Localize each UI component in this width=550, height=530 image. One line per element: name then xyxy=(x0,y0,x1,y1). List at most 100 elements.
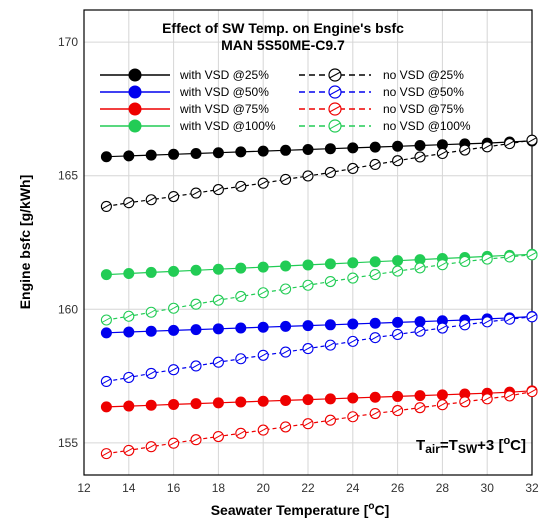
data-point-stroke xyxy=(415,264,425,271)
data-point xyxy=(145,399,157,411)
annot-sup: o xyxy=(503,435,510,447)
series-0 xyxy=(100,135,538,163)
data-point-stroke xyxy=(258,289,268,296)
x-tick-label: 28 xyxy=(436,481,450,495)
x-tick-label: 12 xyxy=(77,481,91,495)
data-point xyxy=(145,266,157,278)
data-point-stroke xyxy=(437,150,448,157)
annot-eq: =T xyxy=(440,437,458,454)
data-point xyxy=(235,322,247,334)
data-point xyxy=(414,316,426,328)
data-point xyxy=(100,401,112,413)
data-point-stroke xyxy=(258,427,268,434)
annot-t-sub: air xyxy=(425,442,440,456)
legend-entry: no VSD @75% xyxy=(299,102,464,116)
data-point-stroke xyxy=(460,258,470,265)
legend-marker-stroke xyxy=(329,122,341,130)
data-point-stroke xyxy=(280,286,291,292)
data-point xyxy=(324,258,336,270)
legend-label: no VSD @25% xyxy=(383,68,464,82)
legend-label: no VSD @100% xyxy=(383,119,471,133)
data-point-stroke xyxy=(325,169,336,176)
x-tick-label: 22 xyxy=(301,481,315,495)
data-point xyxy=(190,148,202,160)
y-tick-label: 160 xyxy=(58,302,78,316)
data-point xyxy=(324,319,336,331)
data-point-stroke xyxy=(460,147,470,153)
legend-marker xyxy=(128,119,142,133)
x-axis-label: Seawater Temperature [oC] xyxy=(211,501,390,518)
data-point xyxy=(280,144,292,156)
data-point-stroke xyxy=(504,316,515,323)
data-point-stroke xyxy=(101,378,112,385)
annot-eq-sub: SW xyxy=(458,442,478,456)
series-3 xyxy=(100,248,538,281)
data-point-stroke xyxy=(527,388,537,395)
data-point xyxy=(302,259,314,271)
data-point-stroke xyxy=(303,345,313,352)
data-point xyxy=(168,398,180,410)
legend-entry: with VSD @50% xyxy=(100,85,269,99)
series-4 xyxy=(100,134,538,212)
x-tick-label: 20 xyxy=(257,481,271,495)
data-point xyxy=(100,269,112,281)
data-point xyxy=(414,139,426,151)
data-point xyxy=(302,144,314,155)
data-point xyxy=(257,395,269,407)
data-point xyxy=(190,264,202,276)
data-point xyxy=(235,146,247,158)
data-point-stroke xyxy=(370,271,380,278)
legend-entry: with VSD @75% xyxy=(100,102,269,116)
data-point xyxy=(280,320,292,332)
data-point-stroke xyxy=(348,413,358,420)
data-point-stroke xyxy=(280,349,291,356)
legend-marker xyxy=(128,85,142,99)
data-point xyxy=(145,325,157,337)
legend-marker-stroke xyxy=(329,105,341,113)
data-point-stroke xyxy=(168,305,179,312)
data-point xyxy=(212,263,224,275)
data-point-stroke xyxy=(482,256,492,263)
data-point-stroke xyxy=(236,355,246,362)
data-point-stroke xyxy=(146,309,156,316)
data-point xyxy=(257,145,269,157)
legend-entry: with VSD @25% xyxy=(100,68,269,82)
data-point xyxy=(347,318,359,330)
data-point xyxy=(324,393,336,405)
chart-title: Effect of SW Temp. on Engine's bsfc xyxy=(162,20,404,36)
data-point-stroke xyxy=(101,317,112,323)
data-point-stroke xyxy=(504,140,515,147)
data-point-stroke xyxy=(392,157,403,164)
data-point-stroke xyxy=(415,328,425,335)
data-point xyxy=(168,265,180,277)
data-point-stroke xyxy=(504,392,515,399)
data-point-stroke xyxy=(168,440,179,447)
data-point-stroke xyxy=(146,370,156,377)
data-point xyxy=(257,321,269,333)
data-point xyxy=(212,323,224,335)
data-point-stroke xyxy=(124,374,134,381)
data-point-stroke xyxy=(482,318,492,325)
data-point-stroke xyxy=(236,430,246,437)
data-point-stroke xyxy=(303,420,313,427)
data-point-stroke xyxy=(527,251,537,258)
data-point-stroke xyxy=(191,301,201,308)
data-point-stroke xyxy=(348,165,358,172)
plot-frame xyxy=(83,9,533,476)
data-point xyxy=(392,140,404,152)
data-point-stroke xyxy=(437,401,448,408)
data-point xyxy=(212,397,224,409)
data-point-stroke xyxy=(213,359,224,366)
legend-label: with VSD @50% xyxy=(179,85,269,99)
data-point-stroke xyxy=(415,154,425,160)
data-point xyxy=(235,396,247,408)
legend-marker xyxy=(128,102,142,116)
series-group xyxy=(100,134,538,460)
legend-marker xyxy=(128,68,142,82)
data-point xyxy=(212,147,224,159)
data-point xyxy=(280,260,292,272)
data-point-stroke xyxy=(325,417,336,424)
data-point xyxy=(168,148,180,160)
data-point-stroke xyxy=(258,352,268,359)
data-point-stroke xyxy=(482,395,492,402)
